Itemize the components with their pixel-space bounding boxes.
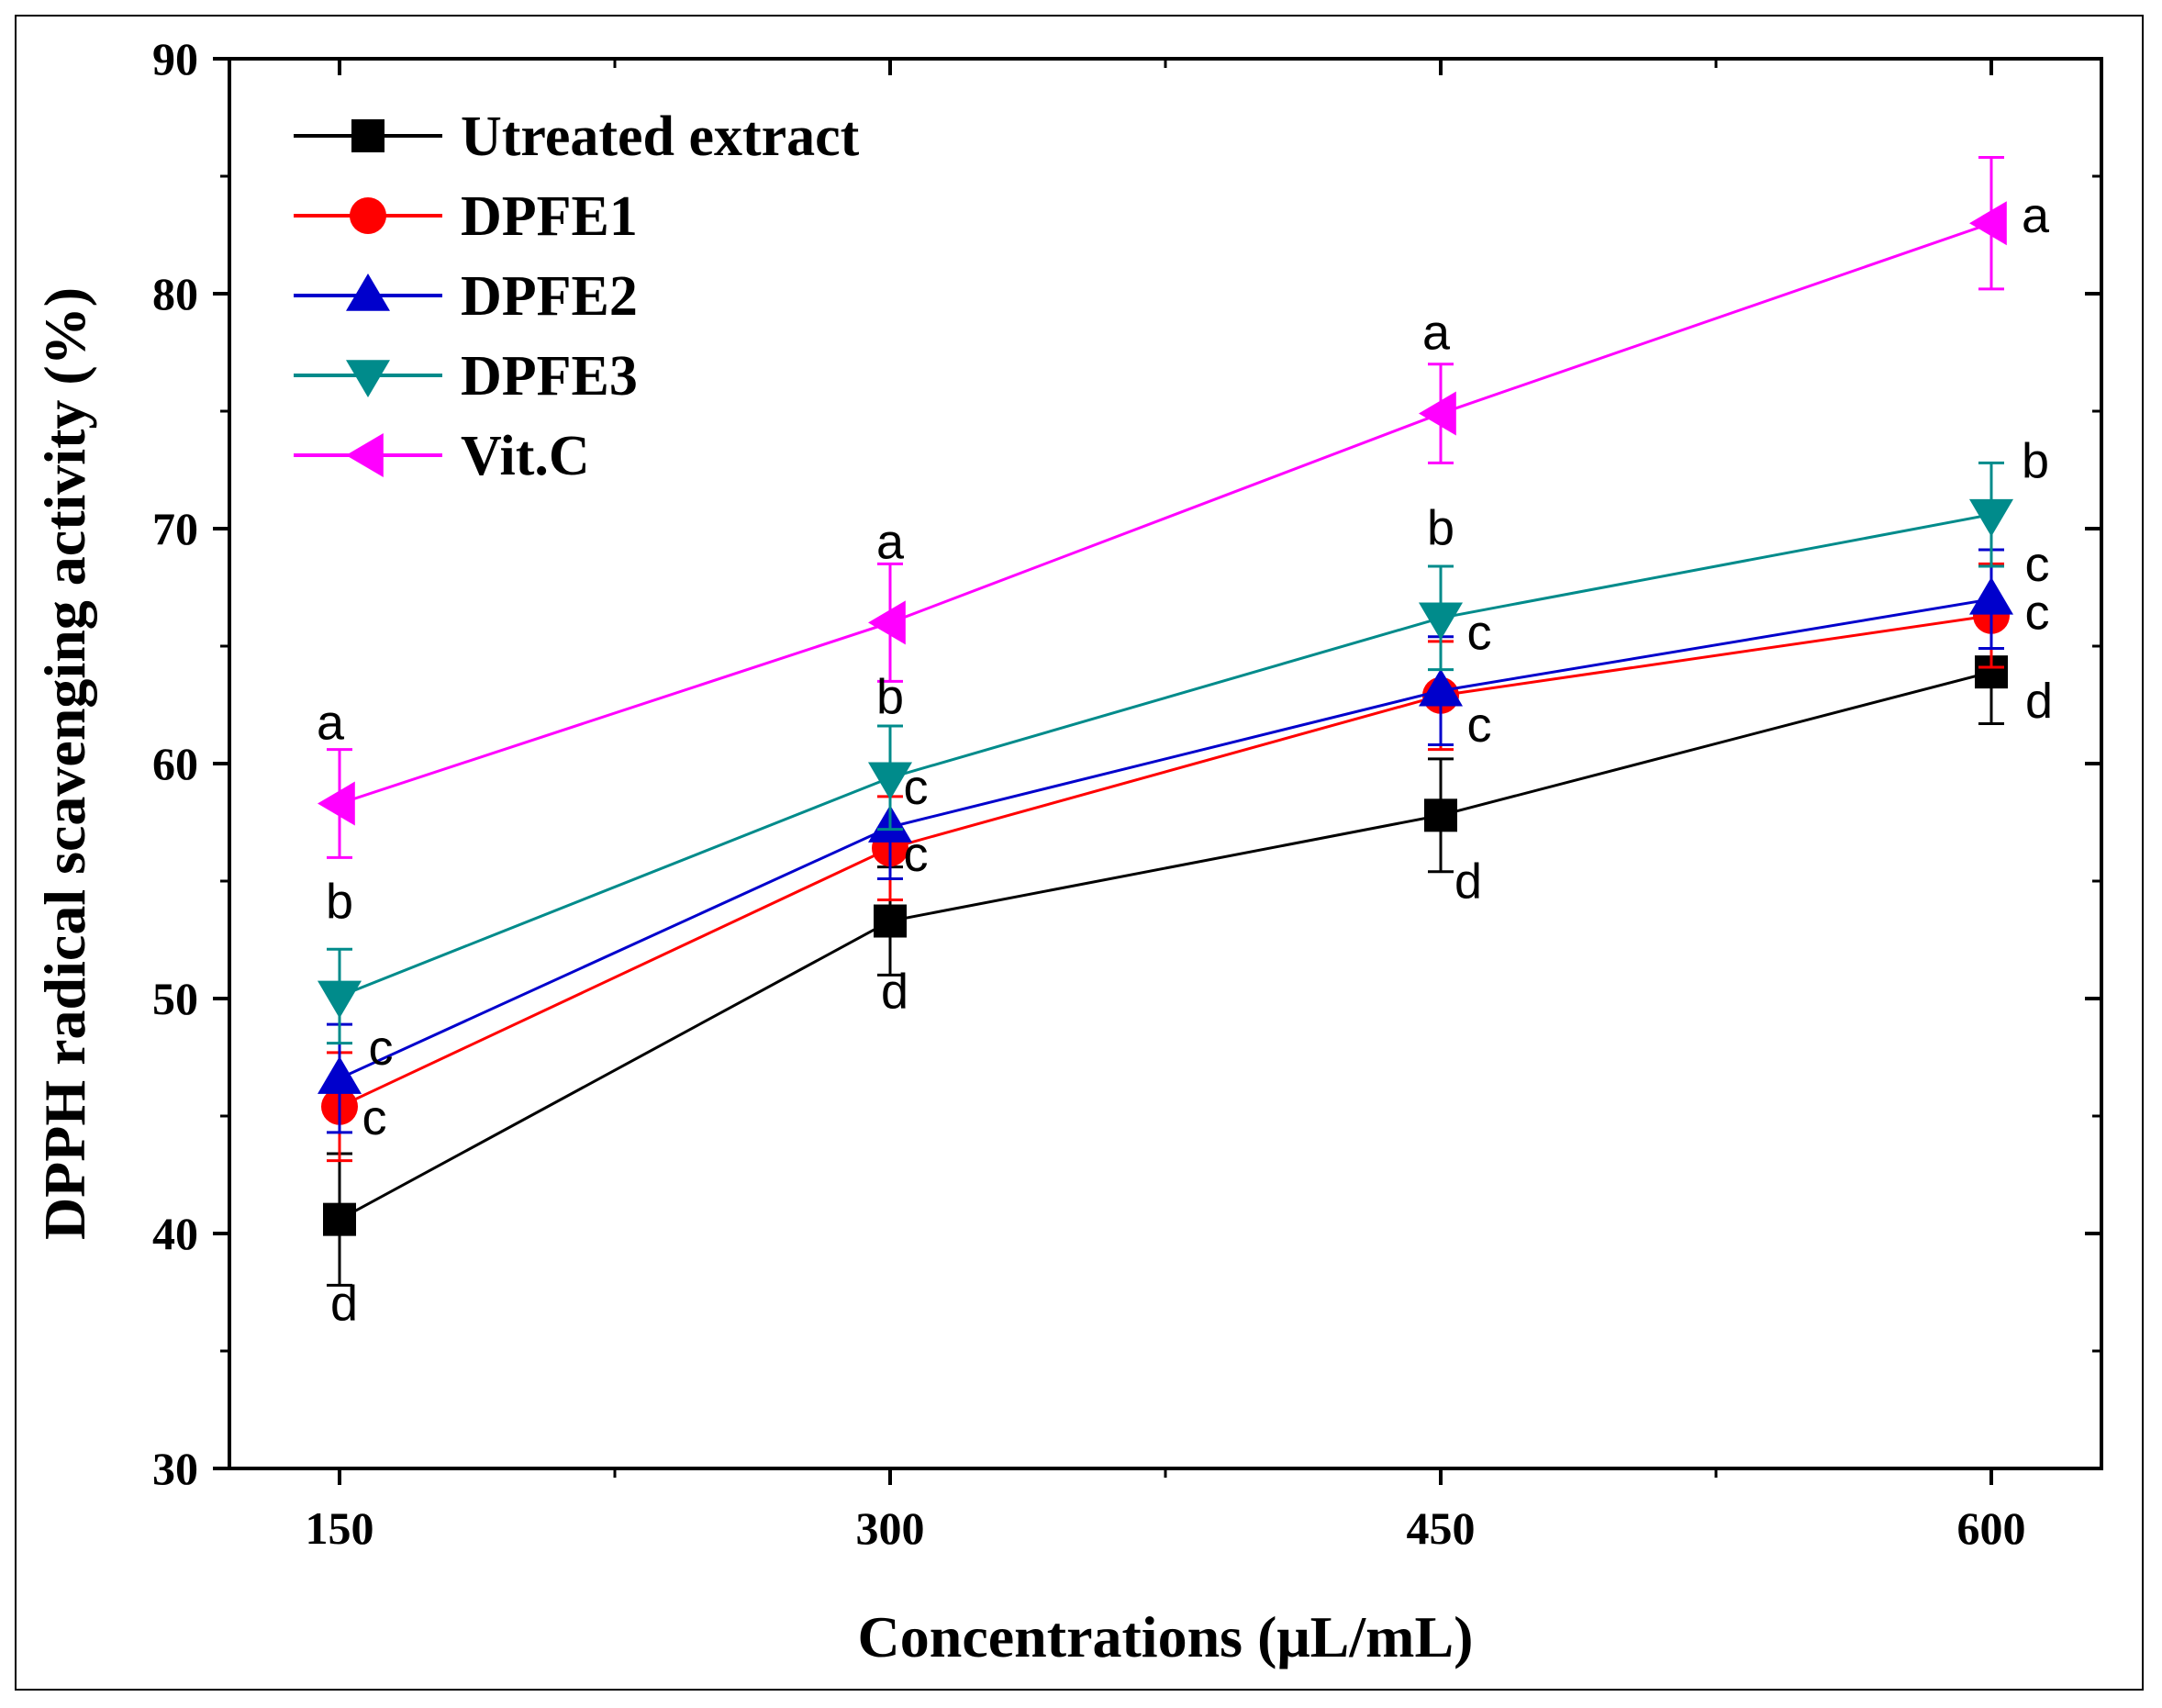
series-vit-c: [318, 156, 2007, 859]
significance-letter: a: [2022, 188, 2050, 243]
data-point: [1969, 576, 2013, 615]
x-axis: 150 300 450 600: [306, 59, 2026, 1554]
significance-letter: c: [904, 760, 929, 815]
y-tick-label: 50: [152, 973, 198, 1024]
legend-item: Vit.C: [294, 425, 590, 487]
legend: Utreated extract DPFE1 DPFE2 DPFE3 Vit.C: [294, 106, 860, 487]
series-line: [339, 513, 1992, 998]
x-tick-label: 300: [856, 1502, 925, 1554]
data-point: [318, 781, 355, 826]
legend-marker: [346, 274, 390, 311]
data-point: [318, 1056, 362, 1094]
significance-letter: c: [2025, 586, 2050, 641]
significance-letter: b: [326, 874, 353, 929]
x-tick-label: 450: [1407, 1502, 1476, 1554]
data-point: [868, 762, 912, 800]
series-dpfe1: [321, 562, 2010, 1163]
legend-label: DPFE2: [461, 265, 638, 328]
legend-item: DPFE3: [294, 345, 638, 407]
significance-letter: c: [362, 1090, 387, 1145]
significance-letter: b: [2022, 434, 2049, 489]
significance-letter: a: [1422, 306, 1451, 361]
data-point: [323, 1202, 356, 1236]
data-point: [868, 600, 906, 645]
legend-label: Utreated extract: [461, 106, 860, 168]
significance-letter: c: [1467, 698, 1492, 753]
significance-letter: c: [2025, 537, 2050, 592]
data-point: [874, 904, 907, 938]
series-layer: [318, 156, 2013, 1287]
significance-letter: d: [881, 965, 908, 1020]
x-tick-label: 600: [1957, 1502, 2026, 1554]
y-axis-title: DPPH radical scavenging activity (%): [32, 287, 97, 1240]
significance-letter: a: [876, 514, 905, 569]
y-tick-label: 30: [152, 1443, 198, 1494]
series-line: [339, 614, 1992, 1109]
legend-item: DPFE1: [294, 185, 638, 248]
legend-marker: [346, 433, 384, 477]
significance-letter: c: [1467, 606, 1492, 661]
legend-marker: [351, 119, 384, 152]
data-point: [1419, 391, 1456, 436]
series-utreated-extract: [323, 619, 2008, 1287]
legend-label: Vit.C: [461, 425, 590, 487]
significance-letter: b: [1427, 500, 1454, 555]
y-tick-label: 40: [152, 1208, 198, 1259]
legend-marker: [346, 360, 390, 397]
significance-letter: a: [317, 696, 345, 751]
series-line: [339, 597, 1992, 1080]
significance-letter: d: [2025, 674, 2053, 729]
legend-marker: [350, 197, 386, 234]
significance-letter: d: [330, 1277, 358, 1332]
y-tick-label: 60: [152, 738, 198, 789]
legend-item: Utreated extract: [294, 106, 860, 168]
data-point: [1424, 798, 1457, 832]
y-tick-label: 80: [152, 268, 198, 319]
data-point: [1969, 201, 2007, 246]
significance-letter: b: [876, 669, 904, 724]
y-tick-label: 90: [152, 33, 198, 84]
legend-item: DPFE2: [294, 265, 638, 328]
data-point: [1969, 498, 2013, 537]
x-tick-label: 150: [306, 1502, 374, 1554]
series-line: [339, 670, 1992, 1221]
data-point: [318, 980, 362, 1019]
data-point: [1419, 668, 1463, 707]
series-dpfe2: [318, 548, 2013, 1134]
series-line: [339, 221, 1992, 805]
legend-label: DPFE3: [461, 345, 638, 407]
x-axis-title: Concentrations (μL/mL): [858, 1604, 1474, 1669]
significance-letter: c: [369, 1021, 394, 1076]
y-axis: 30 40 50 60 70 80 90: [152, 33, 2101, 1494]
legend-label: DPFE1: [461, 185, 638, 248]
significance-letter: c: [904, 827, 929, 882]
significance-letter: d: [1454, 854, 1482, 909]
data-point: [1419, 602, 1463, 641]
y-tick-label: 70: [152, 503, 198, 554]
series-dpfe3: [318, 461, 2013, 1045]
